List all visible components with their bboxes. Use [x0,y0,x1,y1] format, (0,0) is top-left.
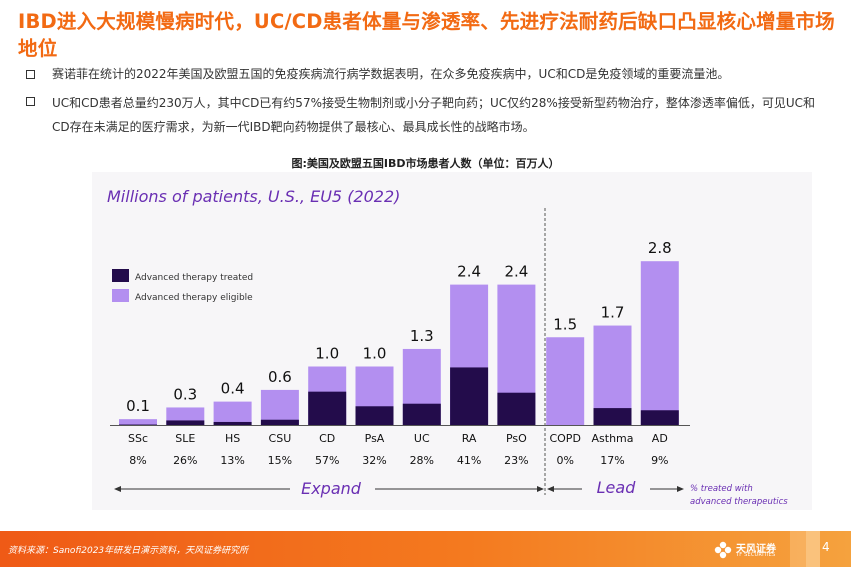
chart-subtitle: Millions of patients, U.S., EU5 (2022) [107,187,400,206]
bar-total-label: 1.0 [363,345,387,363]
source-note: 资料来源：Sanofi2023年研发日演示资料，天风证券研究所 [8,546,249,556]
bar-eligible-ssc [119,419,157,425]
pct-treated-label: 0% [556,454,573,467]
legend-label-eligible: Advanced therapy eligible [135,293,253,303]
page-title: IBD进入大规模慢病时代，UC/CD患者体量与渗透率、先进疗法耐药后缺口凸显核心… [18,10,835,60]
category-label: CD [319,432,335,445]
bar-treated-psa [355,406,394,425]
bar-total-label: 0.4 [221,380,245,398]
pct-treated-label: 13% [220,454,244,467]
pct-treated-label: 15% [268,454,292,467]
bar-treated-ad [640,410,679,425]
category-label: PsA [365,432,385,445]
bar-treated-csu [260,419,299,425]
company-logo: 天风证券 TF SECURITIES [714,538,784,562]
bar-treated-cd [308,391,347,425]
bar-total-label: 1.7 [601,304,625,322]
bullet-square-icon [26,97,35,106]
category-label: AD [652,432,668,445]
legend-label-treated: Advanced therapy treated [135,273,253,283]
pct-treated-label: 23% [504,454,528,467]
arrow-left-icon [547,486,554,492]
bar-treated-uc [402,403,441,425]
logo-subtext: TF SECURITIES [736,552,776,558]
group-label-lead: Lead [597,478,637,497]
group-label-expand: Expand [301,479,362,498]
bar-total-label: 0.6 [268,368,292,386]
bar-treated-ra [450,367,489,425]
bar-treated-sle [166,420,205,425]
pct-treated-label: 9% [651,454,668,467]
legend-swatch-treated [112,269,129,282]
category-label: Asthma [592,432,634,445]
bar-total-label: 2.4 [457,263,481,281]
bar-eligible-csu [260,389,299,425]
pct-treated-label: 28% [410,454,434,467]
category-label: CSU [269,432,292,445]
category-label: PsO [506,432,527,445]
arrow-left-icon [114,486,121,492]
legend-swatch-eligible [112,289,129,302]
flower-logo-icon [714,541,732,559]
pct-note-line1: % treated with [690,484,753,494]
bar-eligible-hs [213,401,252,425]
bar-treated-asthma [593,408,632,425]
logo-text: 天风证券 [736,544,776,555]
page-number: 4 [822,540,830,554]
pct-treated-label: 8% [129,454,146,467]
category-label: COPD [549,432,580,445]
figure-caption: 图:美国及欧盟五国IBD市场患者人数（单位：百万人） [291,157,560,170]
category-label: SLE [175,432,195,445]
bar-total-label: 1.0 [315,345,339,363]
arrow-right-icon [537,486,544,492]
pct-treated-label: 41% [457,454,481,467]
pct-treated-label: 32% [362,454,386,467]
pct-note-line2: advanced therapeutics [690,497,788,507]
bullet-2: UC和CD患者总量约230万人，其中CD已有约57%接受生物制剂或小分子靶向药；… [26,91,828,139]
arrow-right-icon [677,486,684,492]
footer-decoration [806,531,820,567]
bullet-square-icon [26,70,35,79]
bar-total-label: 0.3 [173,385,197,403]
bar-treated-pso [497,392,536,425]
pct-treated-label: 57% [315,454,339,467]
bar-total-label: 0.1 [126,397,150,415]
pct-treated-label: 26% [173,454,197,467]
bullet-text: 赛诺菲在统计的2022年美国及欧盟五国的免疫疾病流行病学数据表明，在众多免疫疾病… [52,67,730,81]
footer: 资料来源：Sanofi2023年研发日演示资料，天风证券研究所 天风证券 TF … [0,531,851,567]
bar-total-label: 2.4 [504,263,528,281]
bar-eligible-copd [546,337,585,425]
category-label: HS [225,432,240,445]
category-label: SSc [128,432,148,445]
bar-eligible-ad [640,261,679,425]
bar-total-label: 1.5 [553,315,577,333]
pct-treated-label: 17% [600,454,624,467]
bullet-1: 赛诺菲在统计的2022年美国及欧盟五国的免疫疾病流行病学数据表明，在众多免疫疾病… [26,64,828,85]
bullet-text: UC和CD患者总量约230万人，其中CD已有约57%接受生物制剂或小分子靶向药；… [52,96,815,134]
bar-total-label: 1.3 [410,327,434,345]
category-label: RA [462,432,477,445]
bar-treated-hs [213,421,252,425]
category-label: UC [414,432,430,445]
bar-total-label: 2.8 [648,239,672,257]
